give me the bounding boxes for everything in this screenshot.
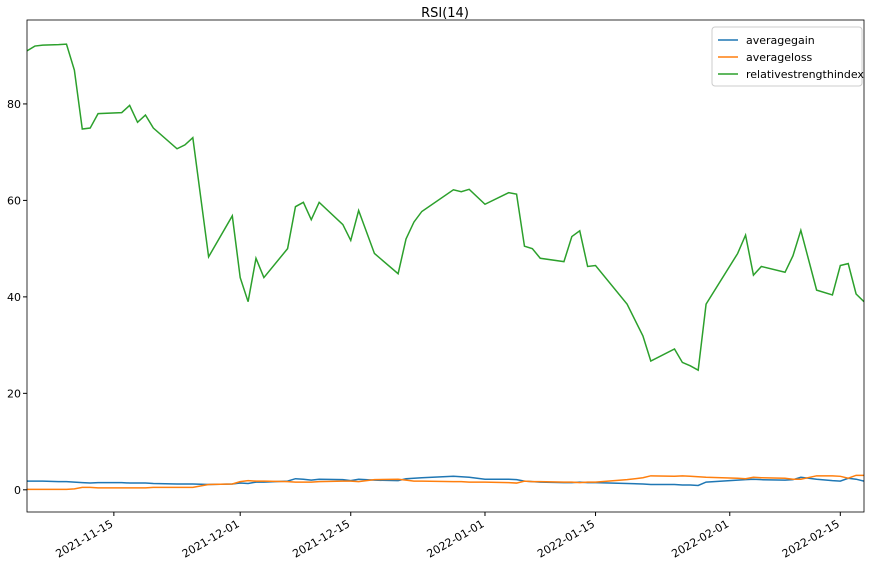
legend-label: averagegain (746, 34, 815, 47)
x-tick-label: 2022-01-15 (535, 517, 597, 560)
y-tick-label: 0 (14, 484, 21, 497)
series-line (27, 43, 864, 372)
chart-title: RSI(14) (421, 6, 469, 21)
x-tick-label: 2022-02-15 (780, 517, 842, 560)
y-tick-label: 20 (7, 387, 21, 400)
x-tick-label: 2021-11-15 (53, 517, 115, 560)
x-tick-label: 2022-02-01 (669, 517, 731, 560)
y-tick-label: 40 (7, 291, 21, 304)
series-line (27, 475, 864, 487)
x-tick-label: 2022-01-01 (425, 517, 487, 560)
legend-box (711, 26, 863, 87)
plot-lines (27, 43, 864, 491)
x-tick-label: 2021-12-15 (290, 517, 352, 560)
plot-frame (26, 19, 865, 513)
legend-label: averageloss (746, 51, 813, 64)
x-tick-label: 2021-12-01 (180, 517, 242, 560)
series-line (27, 474, 864, 491)
y-tick-label: 80 (7, 98, 21, 111)
y-tick-label: 60 (7, 194, 21, 207)
legend-label: relativestrengthindex (746, 68, 864, 81)
